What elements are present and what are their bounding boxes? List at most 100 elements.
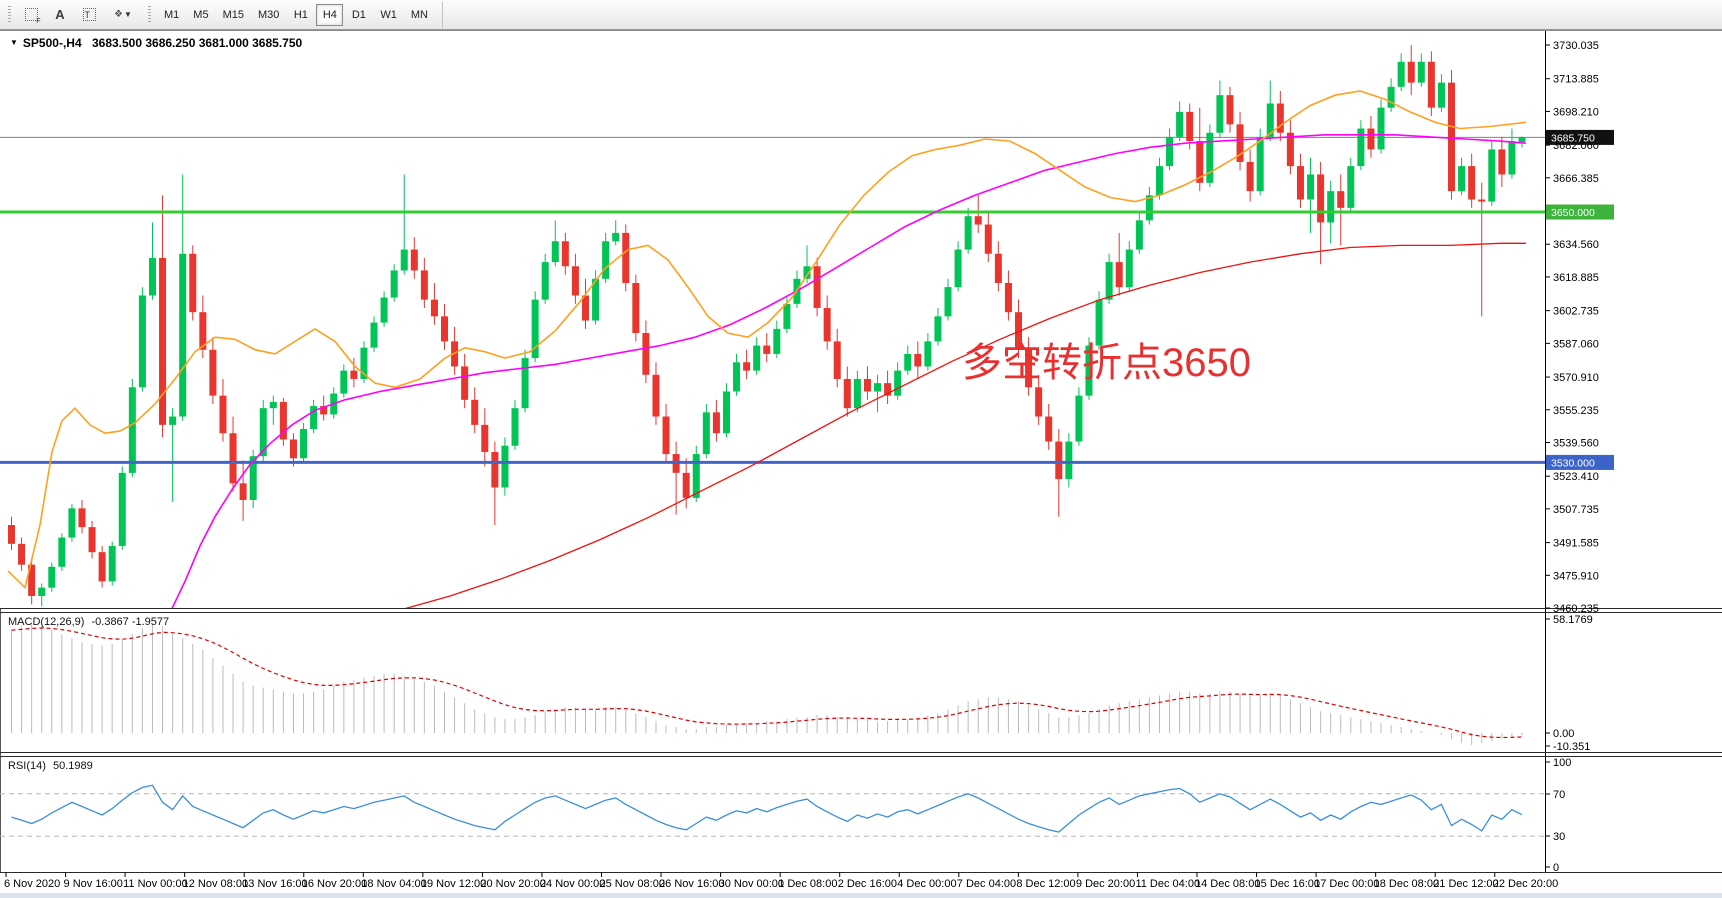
svg-text:26 Nov 16:00: 26 Nov 16:00 [659, 878, 724, 890]
svg-text:3507.735: 3507.735 [1553, 504, 1599, 516]
svg-text:3570.910: 3570.910 [1553, 372, 1599, 384]
svg-text:21 Dec 12:00: 21 Dec 12:00 [1433, 878, 1498, 890]
indicators-button[interactable]: F [17, 3, 45, 27]
indicator-grid-icon: F [24, 8, 41, 25]
timeframe-button-h1[interactable]: H1 [287, 4, 314, 26]
svg-text:15 Dec 16:00: 15 Dec 16:00 [1255, 878, 1320, 890]
chart-annotation-text[interactable]: 多空转折点3650 [962, 341, 1251, 385]
rsi-name: RSI(14) [8, 760, 46, 772]
svg-text:16 Nov 20:00: 16 Nov 20:00 [302, 878, 367, 890]
svg-text:19 Nov 12:00: 19 Nov 12:00 [421, 878, 486, 890]
svg-text:18 Nov 04:00: 18 Nov 04:00 [361, 878, 426, 890]
macd-signal-line [11, 627, 1523, 739]
medium-ma-line [171, 134, 1527, 608]
rsi-value: 50.1989 [52, 760, 93, 772]
svg-text:3698.210: 3698.210 [1553, 106, 1599, 118]
svg-text:12 Nov 08:00: 12 Nov 08:00 [183, 878, 248, 890]
svg-text:3685.750: 3685.750 [1551, 132, 1595, 144]
svg-text:3539.560: 3539.560 [1553, 437, 1599, 449]
chart-header: ▼ SP500-,H4 3683.500 3686.250 3681.000 36… [10, 36, 302, 50]
svg-text:13 Nov 16:00: 13 Nov 16:00 [242, 878, 307, 890]
svg-text:-10.351: -10.351 [1553, 741, 1590, 753]
svg-text:1 Dec 08:00: 1 Dec 08:00 [778, 878, 837, 890]
svg-text:17 Dec 00:00: 17 Dec 00:00 [1314, 878, 1379, 890]
timeframe-button-row: M1 M5 M15 M30 H1 H4 D1 W1 MN [157, 0, 435, 29]
svg-text:9 Dec 20:00: 9 Dec 20:00 [1076, 878, 1135, 890]
rsi-indicator-label: RSI(14) 50.1989 [8, 760, 93, 772]
timeframe-button-mn[interactable]: MN [405, 4, 434, 26]
timeframe-button-m1[interactable]: M1 [158, 4, 185, 26]
chart-dropdown-icon[interactable]: ▼ [10, 38, 18, 47]
svg-text:30: 30 [1553, 831, 1565, 843]
macd-values: -0.3867 -1.9577 [91, 616, 170, 628]
rsi-panel[interactable] [0, 784, 1545, 837]
svg-text:22 Dec 20:00: 22 Dec 20:00 [1493, 878, 1558, 890]
svg-text:2 Dec 16:00: 2 Dec 16:00 [838, 878, 897, 890]
svg-text:3475.910: 3475.910 [1553, 570, 1599, 582]
svg-text:3587.060: 3587.060 [1553, 338, 1599, 350]
chart-ohlc-values: 3683.500 3686.250 3681.000 3685.750 [91, 36, 303, 50]
svg-text:70: 70 [1553, 789, 1565, 801]
timeframe-button-w1[interactable]: W1 [374, 4, 403, 26]
rsi-line [11, 784, 1523, 833]
fast-ma-line [7, 90, 1527, 590]
main-toolbar: F A T ❖ ▼ M1 M5 M15 M30 H1 H4 D1 W1 MN [0, 0, 1722, 30]
macd-indicator-label: MACD(12,26,9) -0.3867 -1.9577 [8, 616, 169, 628]
svg-text:3555.235: 3555.235 [1553, 405, 1599, 417]
price-axis[interactable]: 3730.0353713.8853698.2103682.0603666.385… [1545, 40, 1614, 615]
text-label-icon: A [55, 7, 65, 22]
blue-level-badge: 3530.000 [1546, 454, 1614, 470]
svg-text:58.1769: 58.1769 [1553, 614, 1593, 626]
timeframe-button-m30[interactable]: M30 [252, 4, 285, 26]
macd-panel[interactable] [11, 624, 1523, 745]
objects-icon: ❖ [114, 9, 123, 20]
timeframe-button-m15[interactable]: M15 [217, 4, 250, 26]
svg-text:3491.585: 3491.585 [1553, 538, 1599, 550]
text-box-tool-button[interactable]: T [75, 3, 103, 27]
timeframe-button-m5[interactable]: M5 [187, 4, 214, 26]
svg-text:3460.235: 3460.235 [1553, 603, 1599, 615]
svg-text:11 Nov 00:00: 11 Nov 00:00 [123, 878, 188, 890]
svg-text:3602.735: 3602.735 [1553, 306, 1599, 318]
svg-text:3730.035: 3730.035 [1553, 40, 1599, 52]
svg-text:20 Nov 20:00: 20 Nov 20:00 [480, 878, 545, 890]
current-price-badge: 3685.750 [1546, 129, 1614, 145]
macd-name: MACD(12,26,9) [8, 616, 85, 628]
text-box-icon: T [82, 8, 96, 21]
timeframe-button-h4[interactable]: H4 [316, 3, 344, 26]
toolbar-separator [441, 1, 443, 28]
svg-text:24 Nov 00:00: 24 Nov 00:00 [540, 878, 605, 890]
chart-symbol-period: SP500-,H4 [22, 36, 82, 50]
svg-text:25 Nov 08:00: 25 Nov 08:00 [600, 878, 665, 890]
svg-text:3523.410: 3523.410 [1553, 471, 1599, 483]
window-bottom-edge [0, 893, 1722, 898]
green-level-badge: 3650.000 [1546, 204, 1614, 220]
svg-text:7 Dec 04:00: 7 Dec 04:00 [957, 878, 1016, 890]
svg-text:9 Nov 16:00: 9 Nov 16:00 [64, 878, 123, 890]
svg-text:8 Dec 12:00: 8 Dec 12:00 [1016, 878, 1075, 890]
svg-text:11 Dec 04:00: 11 Dec 04:00 [1135, 878, 1200, 890]
svg-text:3713.885: 3713.885 [1553, 74, 1599, 86]
chevron-down-icon: ▼ [124, 10, 132, 19]
slow-ma-line [404, 242, 1526, 608]
main-price-panel[interactable] [0, 31, 1545, 613]
svg-text:100: 100 [1553, 757, 1571, 769]
objects-tool-button[interactable]: ❖ ▼ [104, 3, 142, 27]
macd-axis[interactable]: 58.1769 0.00-10.351 [1545, 614, 1593, 753]
svg-text:30 Nov 00:00: 30 Nov 00:00 [719, 878, 784, 890]
svg-text:18 Dec 08:00: 18 Dec 08:00 [1374, 878, 1439, 890]
chart-plot-area [0, 31, 1545, 608]
svg-text:0: 0 [1553, 862, 1559, 874]
timeframe-toolbar-grip-handle[interactable] [148, 5, 151, 24]
svg-text:3530.000: 3530.000 [1551, 457, 1595, 469]
svg-text:3618.885: 3618.885 [1553, 272, 1599, 284]
svg-text:0.00: 0.00 [1553, 728, 1574, 740]
svg-text:4 Dec 00:00: 4 Dec 00:00 [897, 878, 956, 890]
text-label-tool-button[interactable]: A [46, 3, 74, 27]
toolbar-grip-handle[interactable] [8, 5, 11, 24]
svg-text:3634.560: 3634.560 [1553, 239, 1599, 251]
timeframe-button-d1[interactable]: D1 [345, 4, 372, 26]
rsi-axis[interactable]: 100 70 30 0 [1545, 757, 1571, 874]
